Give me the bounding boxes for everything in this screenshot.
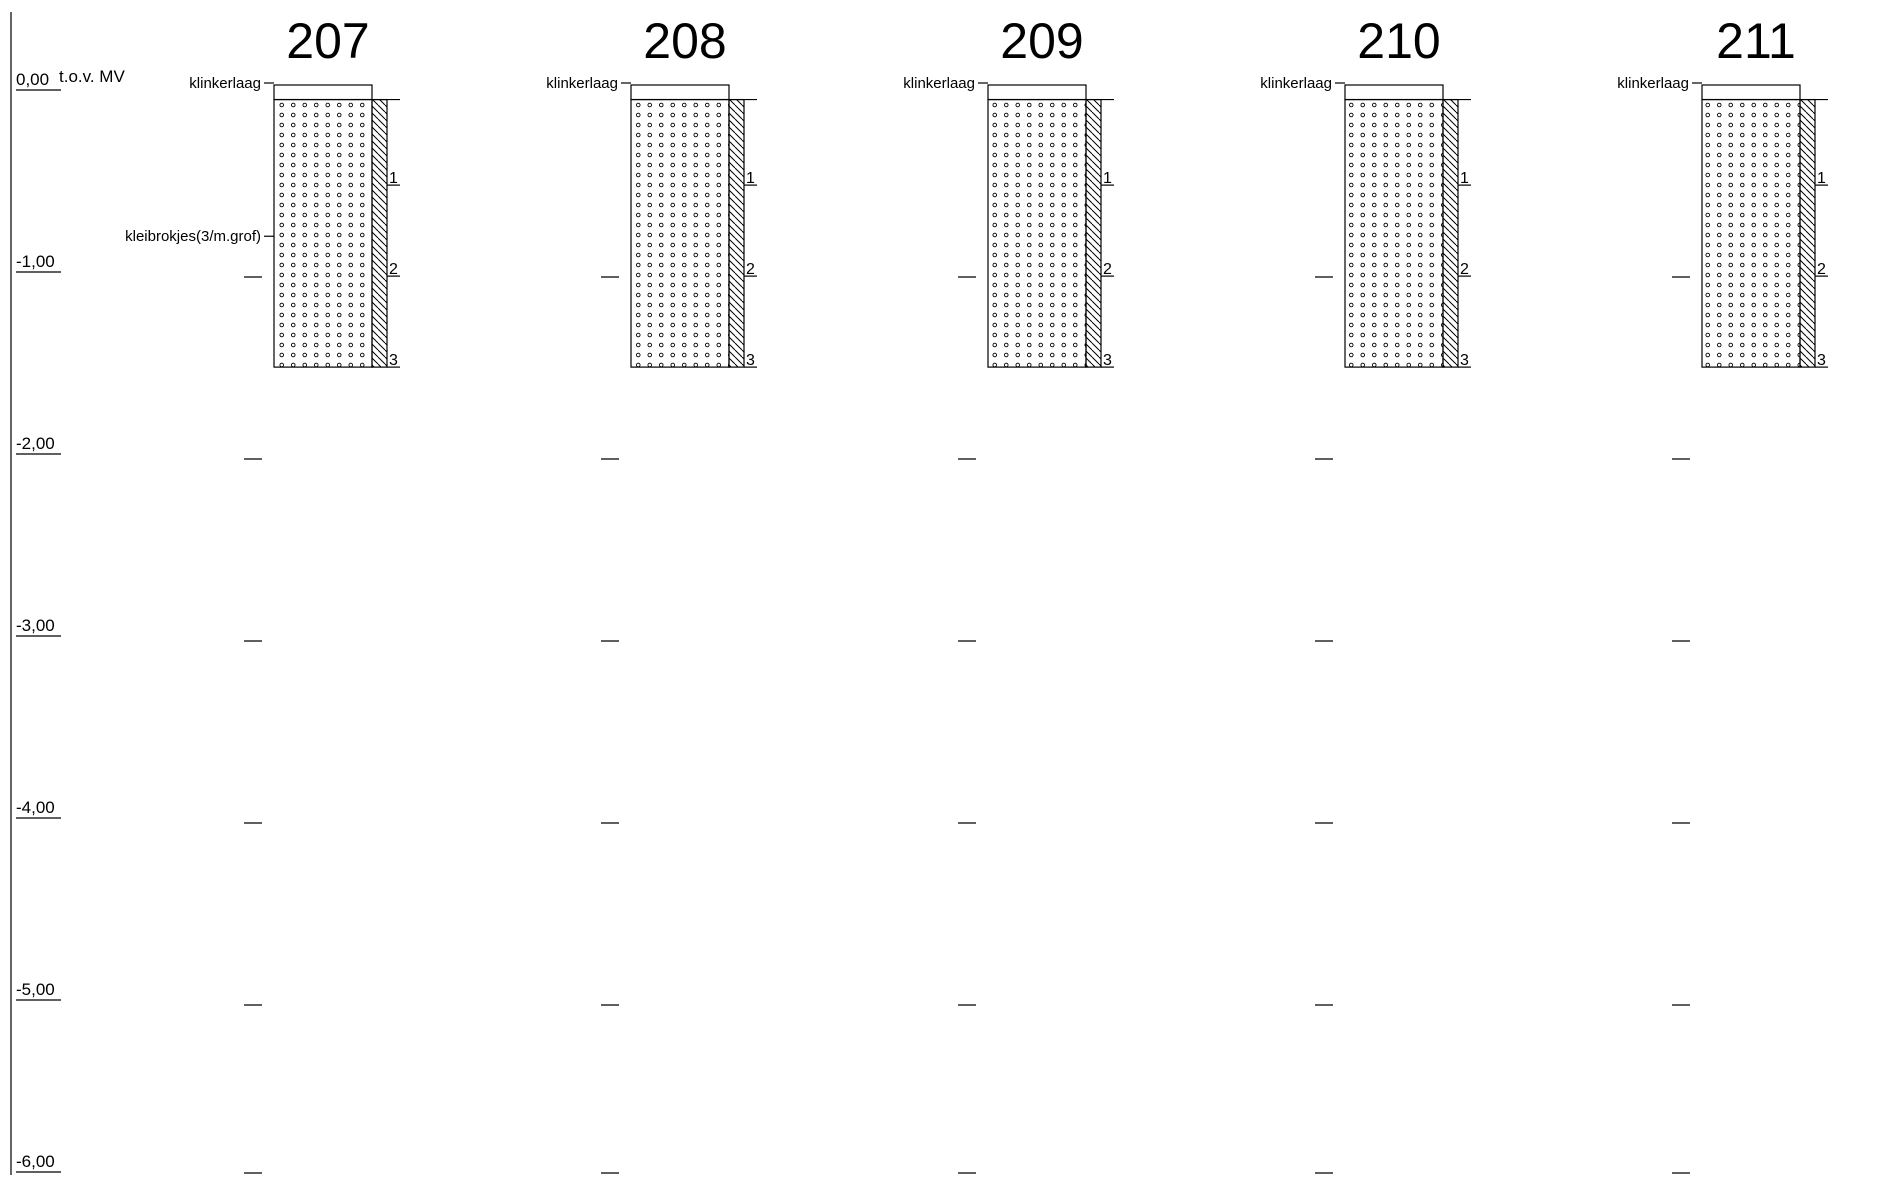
sample-column: [1442, 98, 1459, 368]
sample-number: 1: [1460, 170, 1469, 187]
sample-column: [1085, 98, 1102, 368]
sample-number: 3: [746, 352, 755, 369]
borehole-title: 209: [1000, 13, 1083, 69]
borehole-208: 208 klinkerlaag 1 2 3: [546, 13, 757, 1174]
sample-number: 2: [1103, 261, 1112, 278]
sample-number: 2: [746, 261, 755, 278]
borehole-layer-paving: [1701, 84, 1801, 101]
depth-axis-tick-label: -6,00: [16, 1152, 55, 1171]
depth-axis-tick-label: -5,00: [16, 980, 55, 999]
sample-number: 3: [1460, 352, 1469, 369]
depth-axis-tick-label: 0,00: [16, 70, 49, 89]
depth-axis-tick-label: -4,00: [16, 798, 55, 817]
layer-label: klinkerlaag: [189, 75, 261, 92]
sample-number: 1: [1103, 170, 1112, 187]
borehole-layer-paving: [273, 84, 373, 101]
sample-number: 3: [1817, 352, 1826, 369]
depth-axis-tick-label: -3,00: [16, 616, 55, 635]
depth-axis-tick-label: -2,00: [16, 434, 55, 453]
borehole-layer-sand: [1344, 98, 1444, 368]
sample-number: 3: [389, 352, 398, 369]
sample-column: [371, 98, 388, 368]
borehole-layer-sand: [987, 98, 1087, 368]
depth-axis: 0,00 t.o.v. MV -1,00 -2,00 -3,00 -4,00 -5,00 -6…: [10, 12, 125, 1175]
layer-label: klinkerlaag: [1617, 75, 1689, 92]
borehole-211: 211 klinkerlaag 1 2 3: [1617, 13, 1828, 1174]
layer-label: klinkerlaag: [546, 75, 618, 92]
borehole-title: 211: [1716, 13, 1796, 69]
depth-axis-reference-label: t.o.v. MV: [59, 67, 125, 86]
sample-column: [728, 98, 745, 368]
sample-number: 1: [746, 170, 755, 187]
sample-number: 1: [389, 170, 398, 187]
depth-axis-tick-label: -1,00: [16, 252, 55, 271]
borehole-210: 210 klinkerlaag 1 2 3: [1260, 13, 1471, 1174]
borehole-209: 209 klinkerlaag 1 2 3: [903, 13, 1114, 1174]
borehole-layer-paving: [987, 84, 1087, 101]
borehole-207: 207 klinkerlaag kleibrokjes(3/m.grof) 1 2 3: [125, 13, 400, 1174]
layer-label: klinkerlaag: [903, 75, 975, 92]
sample-number: 2: [389, 261, 398, 278]
borehole-layer-paving: [630, 84, 730, 101]
boreholes: 207klinkerlaagkleibrokjes(3/m.grof)12320…: [125, 13, 1828, 1174]
borehole-title: 210: [1357, 13, 1440, 69]
sample-number: 1: [1817, 170, 1826, 187]
sample-number: 2: [1460, 261, 1469, 278]
sample-number: 3: [1103, 352, 1112, 369]
borehole-layer-sand: [273, 98, 373, 368]
borehole-layer-paving: [1344, 84, 1444, 101]
layer-label: klinkerlaag: [1260, 75, 1332, 92]
borehole-layer-sand: [1701, 98, 1801, 368]
borehole-layer-sand: [630, 98, 730, 368]
layer-label: kleibrokjes(3/m.grof): [125, 228, 261, 245]
sample-column: [1799, 98, 1816, 368]
borehole-title: 207: [286, 13, 369, 69]
sample-number: 2: [1817, 261, 1826, 278]
borehole-title: 208: [643, 13, 726, 69]
